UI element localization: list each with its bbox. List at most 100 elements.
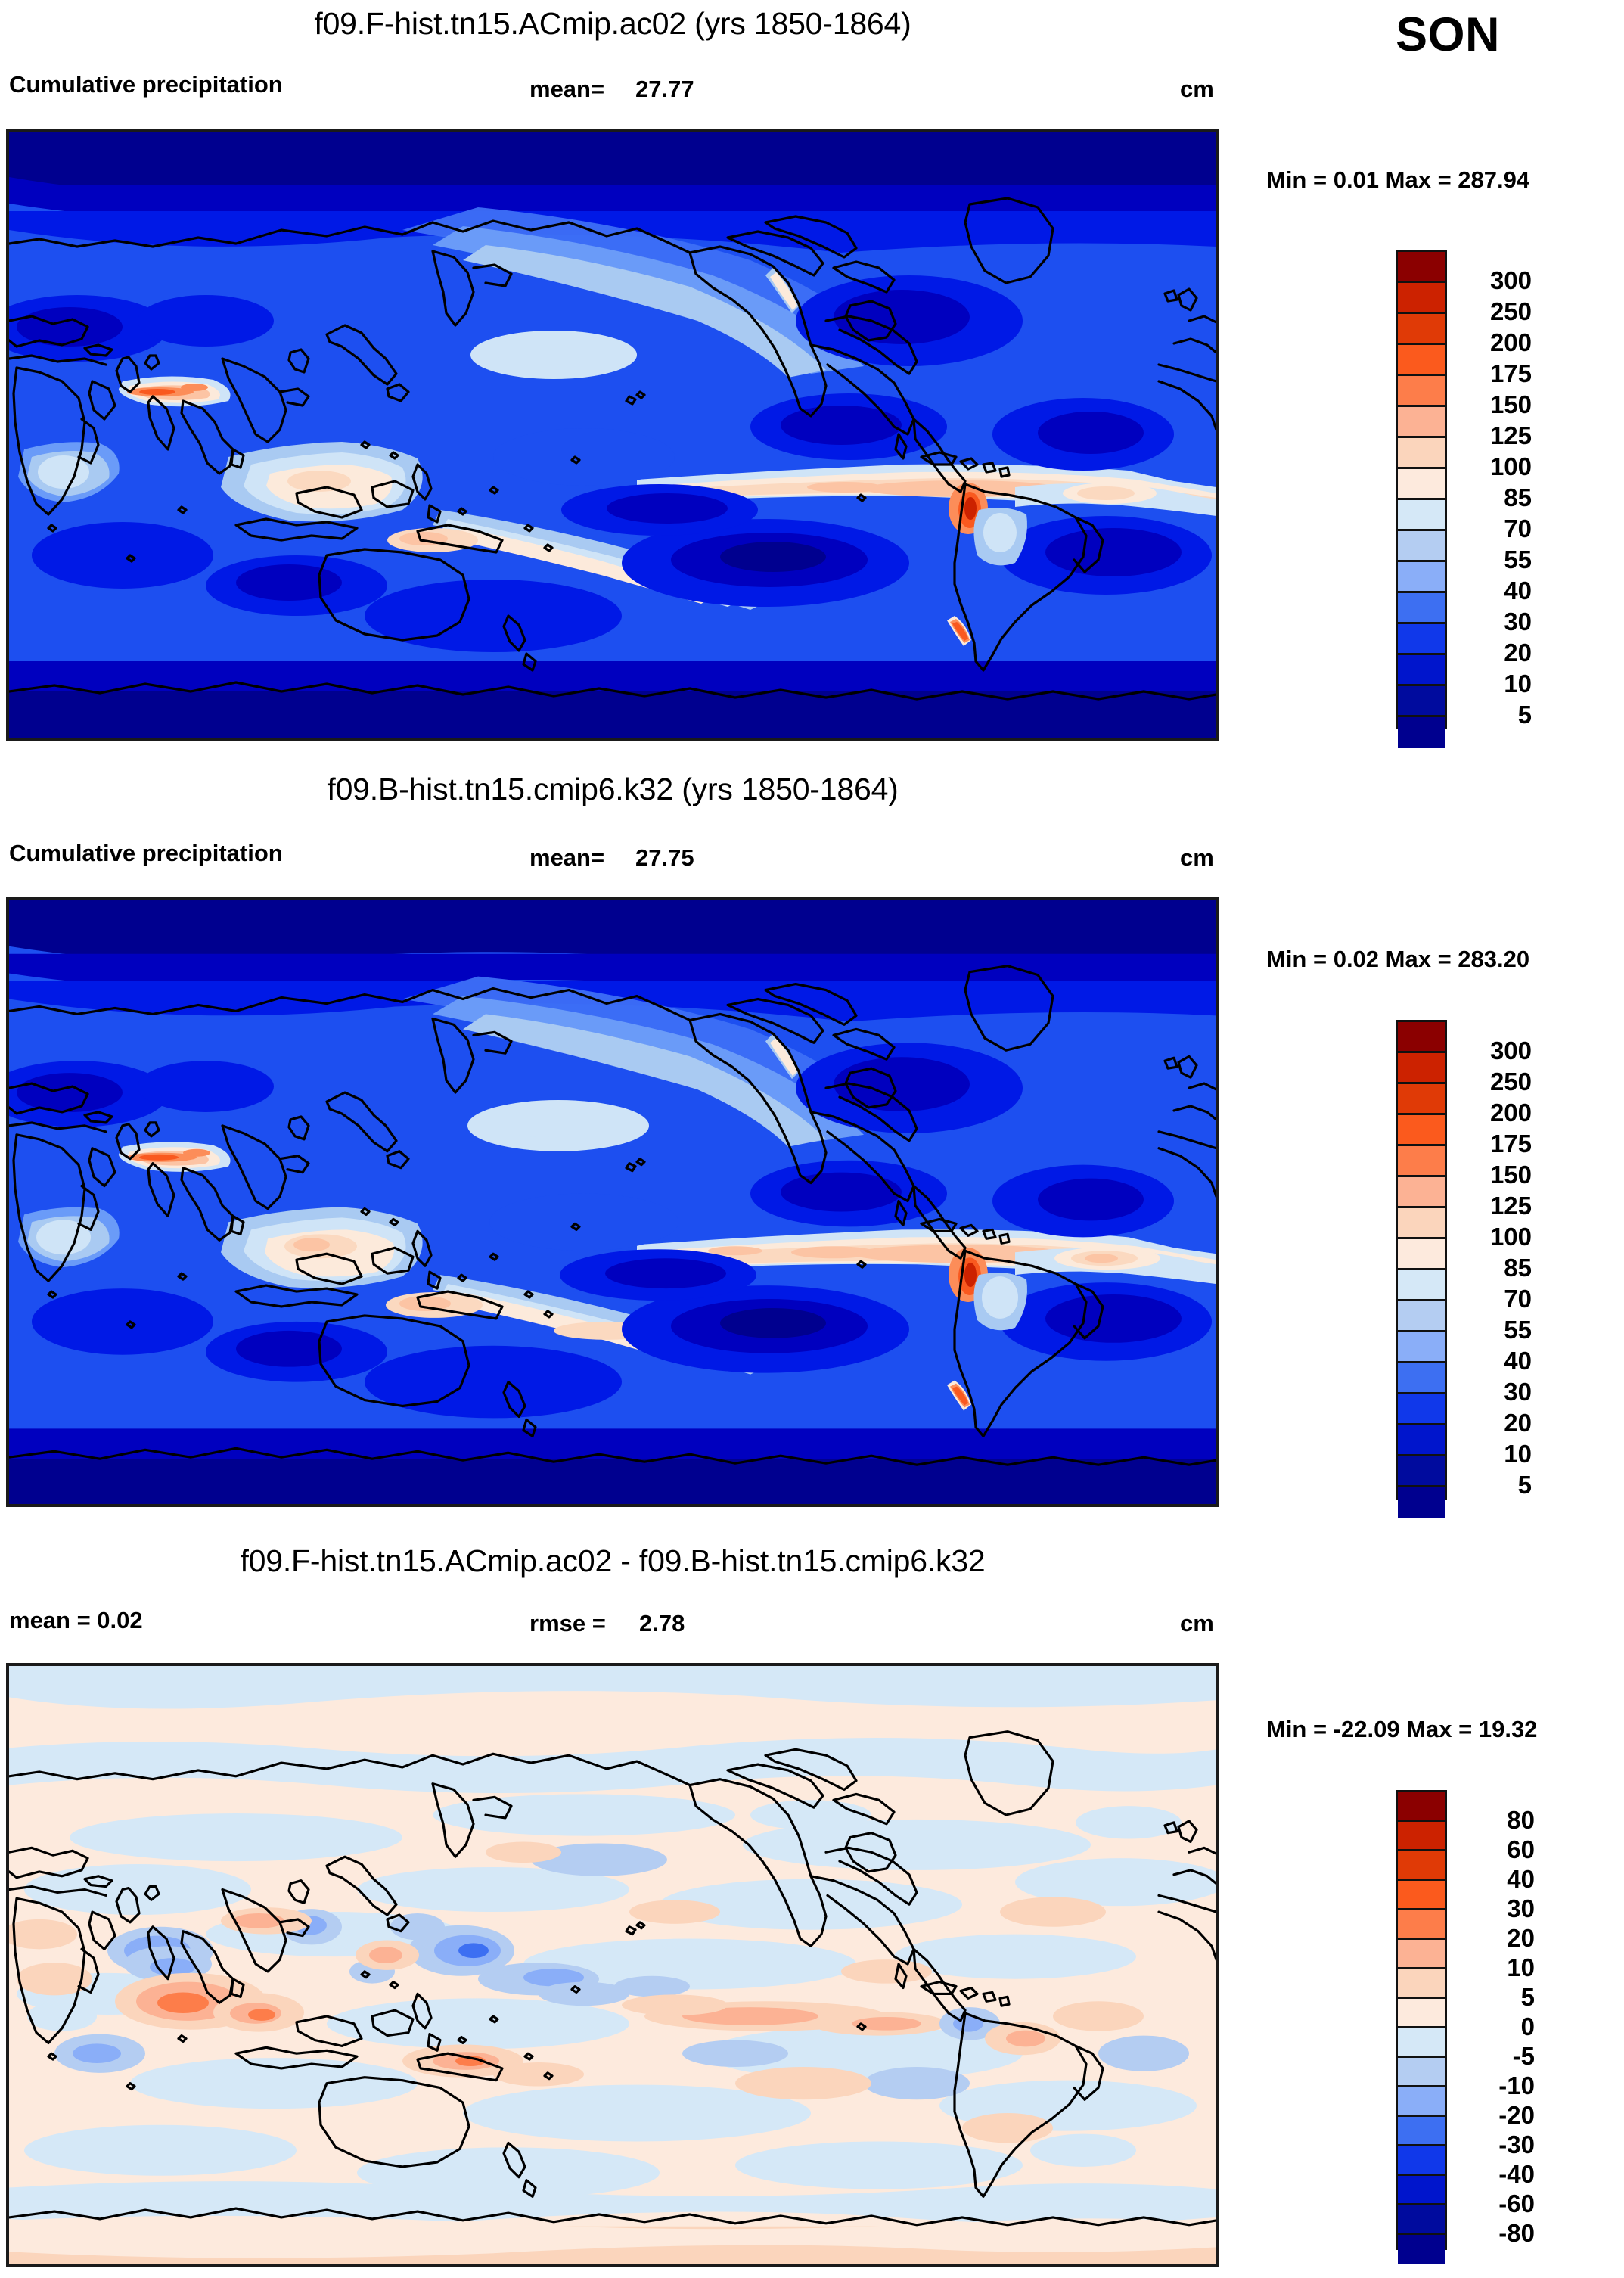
colorbar-tick: 10: [1504, 670, 1532, 698]
colorbar-tick: 10: [1504, 1440, 1532, 1468]
colorbar-tick: 5: [1520, 1983, 1535, 2011]
colorbar-tick: 20: [1507, 1924, 1535, 1952]
panel-middle-mean-value: 27.75: [635, 844, 694, 871]
colorbar-swatch: [1398, 1115, 1445, 1146]
colorbar-swatch: [1398, 345, 1445, 376]
panel-top-mean-label: mean=: [529, 76, 605, 102]
colorbar-swatch: [1398, 252, 1445, 283]
colorbar-tick: 125: [1489, 421, 1532, 449]
panel-diff-mean: mean = 0.02: [9, 1607, 143, 1633]
panel-diff-title: f09.F-hist.tn15.ACmip.ac02 - f09.B-hist.…: [240, 1543, 986, 1578]
colorbar-tick: 200: [1489, 1099, 1532, 1127]
colorbar-tick: 150: [1489, 1161, 1532, 1189]
panel-top-colorbar[interactable]: 300 250 200 175 150 125 100 85 70 55 40 …: [1396, 250, 1577, 748]
colorbar-swatch: [1398, 1910, 1445, 1940]
colorbar-tick: -40: [1498, 2160, 1535, 2188]
panel-diff-colorbar-swatches: [1396, 1790, 1447, 2264]
colorbar-tick: 125: [1489, 1192, 1532, 1220]
panel-top-map[interactable]: [6, 129, 1219, 741]
panel-top-mean-value: 27.77: [635, 76, 694, 102]
panel-diff-map[interactable]: [6, 1663, 1219, 2267]
season-label: SON: [1396, 8, 1501, 61]
panel-top-map-svg: [9, 132, 1216, 738]
panel-middle-map[interactable]: [6, 897, 1219, 1507]
colorbar-swatch: [1398, 376, 1445, 407]
colorbar-swatch: [1398, 2235, 1445, 2264]
colorbar-swatch: [1398, 1177, 1445, 1208]
colorbar-tick: 70: [1504, 514, 1532, 542]
colorbar-tick: 5: [1517, 1471, 1532, 1499]
colorbar-swatch: [1398, 1425, 1445, 1456]
colorbar-tick: 150: [1489, 390, 1532, 418]
colorbar-swatch: [1398, 469, 1445, 500]
panel-diff-rmse-value: 2.78: [639, 1610, 685, 1636]
colorbar-swatch: [1398, 655, 1445, 686]
colorbar-swatch: [1398, 1999, 1445, 2028]
panel-top-colorbar-swatches: [1396, 250, 1447, 748]
colorbar-swatch: [1398, 2146, 1445, 2176]
colorbar-swatch: [1398, 1456, 1445, 1487]
colorbar-tick: -10: [1498, 2071, 1535, 2099]
colorbar-swatch: [1398, 2205, 1445, 2235]
colorbar-swatch: [1398, 407, 1445, 438]
colorbar-tick: 40: [1504, 1347, 1532, 1375]
colorbar-tick: 85: [1504, 483, 1532, 511]
panel-diff-units: cm: [1180, 1610, 1214, 1636]
colorbar-tick: 60: [1507, 1835, 1535, 1863]
panel-middle-units: cm: [1180, 844, 1214, 871]
panel-top-title: f09.F-hist.tn15.ACmip.ac02 (yrs 1850-186…: [314, 6, 911, 41]
panel-top-minmax: Min = 0.01 Max = 287.94: [1266, 166, 1530, 193]
colorbar-tick: 55: [1504, 545, 1532, 573]
colorbar-swatch: [1398, 1881, 1445, 1910]
colorbar-tick: 10: [1507, 1953, 1535, 1981]
colorbar-swatch: [1398, 1239, 1445, 1270]
colorbar-tick: 80: [1507, 1806, 1535, 1834]
panel-middle-mean-label: mean=: [529, 844, 605, 871]
colorbar-tick: -80: [1498, 2219, 1535, 2247]
colorbar-tick: 30: [1507, 1894, 1535, 1922]
colorbar-swatch: [1398, 1792, 1445, 1822]
colorbar-swatch: [1398, 438, 1445, 469]
colorbar-swatch: [1398, 1146, 1445, 1177]
colorbar-tick: 175: [1489, 1130, 1532, 1158]
colorbar-swatch: [1398, 1022, 1445, 1053]
colorbar-swatch: [1398, 500, 1445, 531]
colorbar-tick: 30: [1504, 1378, 1532, 1406]
colorbar-swatch: [1398, 1084, 1445, 1115]
colorbar-swatch: [1398, 2058, 1445, 2087]
colorbar-tick: 175: [1489, 359, 1532, 387]
colorbar-swatch: [1398, 562, 1445, 593]
colorbar-swatch: [1398, 2117, 1445, 2146]
panel-middle-colorbar[interactable]: 300 250 200 175 150 125 100 85 70 55 40 …: [1396, 1020, 1577, 1518]
colorbar-swatch: [1398, 1053, 1445, 1084]
panel-middle-variable-label: Cumulative precipitation: [9, 840, 283, 866]
colorbar-tick: 250: [1489, 297, 1532, 325]
panel-diff-rmse-label: rmse =: [529, 1610, 606, 1636]
panel-middle-title: f09.B-hist.tn15.cmip6.k32 (yrs 1850-1864…: [327, 772, 899, 806]
colorbar-tick: 250: [1489, 1068, 1532, 1095]
colorbar-swatch: [1398, 1851, 1445, 1881]
colorbar-swatch: [1398, 686, 1445, 717]
colorbar-swatch: [1398, 1270, 1445, 1301]
colorbar-tick: 55: [1504, 1316, 1532, 1344]
panel-top-variable-label: Cumulative precipitation: [9, 71, 283, 98]
colorbar-swatch: [1398, 2087, 1445, 2117]
colorbar-tick: -5: [1512, 2042, 1535, 2070]
panel-middle-map-svg: [9, 900, 1216, 1504]
colorbar-swatch: [1398, 531, 1445, 562]
colorbar-swatch: [1398, 1332, 1445, 1363]
panel-middle-minmax: Min = 0.02 Max = 283.20: [1266, 946, 1530, 972]
colorbar-tick: 20: [1504, 1409, 1532, 1437]
colorbar-tick: 300: [1489, 1036, 1532, 1064]
colorbar-tick: 85: [1504, 1254, 1532, 1282]
colorbar-tick: 100: [1489, 452, 1532, 480]
colorbar-swatch: [1398, 1940, 1445, 1969]
colorbar-swatch: [1398, 2176, 1445, 2205]
colorbar-swatch: [1398, 283, 1445, 314]
colorbar-swatch: [1398, 1208, 1445, 1239]
panel-middle-colorbar-swatches: [1396, 1020, 1447, 1518]
panel-diff-minmax: Min = -22.09 Max = 19.32: [1266, 1716, 1538, 1742]
colorbar-tick: 70: [1504, 1285, 1532, 1313]
colorbar-tick: 200: [1489, 328, 1532, 356]
panel-diff-colorbar[interactable]: 80 60 40 30 20 10 5 0 -5 -10 -20 -30 -40…: [1396, 1790, 1577, 2274]
